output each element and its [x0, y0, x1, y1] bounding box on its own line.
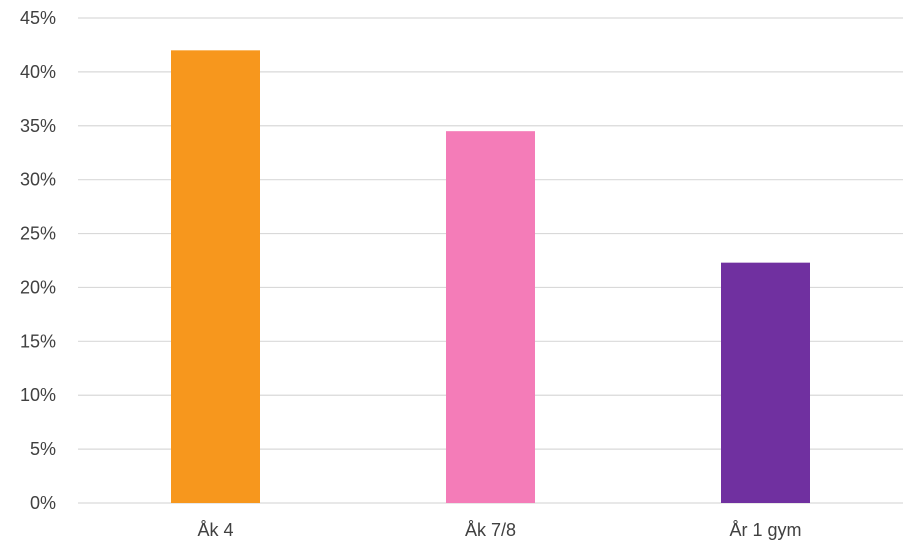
y-tick-label: 10% — [20, 385, 56, 405]
y-tick-label: 30% — [20, 170, 56, 190]
x-tick-label: Åk 4 — [197, 520, 233, 540]
y-axis-ticks: 0% 5% 10% 15% 20% 25% 30% 35% 40% 45% — [20, 8, 56, 513]
y-tick-label: 0% — [30, 493, 56, 513]
bar — [721, 262, 810, 503]
x-tick-label: Åk 7/8 — [465, 520, 516, 540]
y-tick-label: 15% — [20, 331, 56, 351]
y-tick-label: 25% — [20, 224, 56, 244]
y-tick-label: 40% — [20, 62, 56, 82]
bar — [171, 50, 260, 503]
x-axis-ticks: Åk 4 Åk 7/8 År 1 gym — [197, 520, 801, 540]
y-tick-label: 5% — [30, 439, 56, 459]
bars — [171, 50, 810, 503]
y-tick-label: 20% — [20, 277, 56, 297]
y-tick-label: 35% — [20, 116, 56, 136]
y-tick-label: 45% — [20, 8, 56, 28]
x-tick-label: År 1 gym — [729, 520, 801, 540]
bar — [446, 131, 535, 503]
